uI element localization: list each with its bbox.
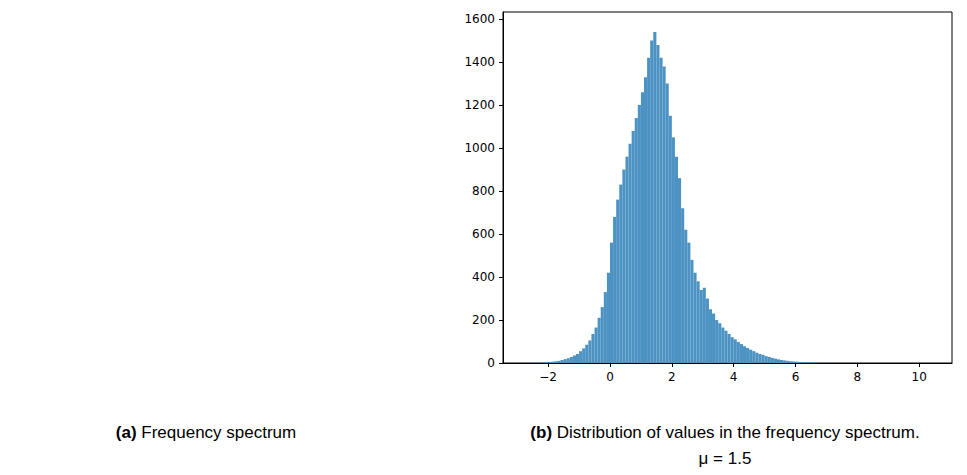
svg-text:1400: 1400: [464, 55, 495, 69]
html-text:(a) Frequency spectrum: (a) Frequency spectrum: [115, 423, 297, 442]
svg-text:6: 6: [792, 370, 800, 384]
svg-text:0: 0: [606, 370, 614, 384]
svg-text:4: 4: [730, 370, 738, 384]
svg-text:600: 600: [472, 227, 495, 241]
svg-text:0: 0: [487, 356, 495, 370]
svg-text:1200: 1200: [464, 98, 495, 112]
svg-text:8: 8: [854, 370, 862, 384]
svg-text:800: 800: [472, 184, 495, 198]
svg-text:2: 2: [668, 370, 676, 384]
svg-text:400: 400: [472, 270, 495, 284]
svg-text:200: 200: [472, 313, 495, 327]
svg-text:10: 10: [912, 370, 927, 384]
svg-text:1000: 1000: [464, 141, 495, 155]
svg-text:−2: −2: [539, 370, 557, 384]
svg-text:1600: 1600: [464, 12, 495, 26]
html-text:(b) Distribution of values in: (b) Distribution of values in the freque…: [530, 423, 920, 468]
